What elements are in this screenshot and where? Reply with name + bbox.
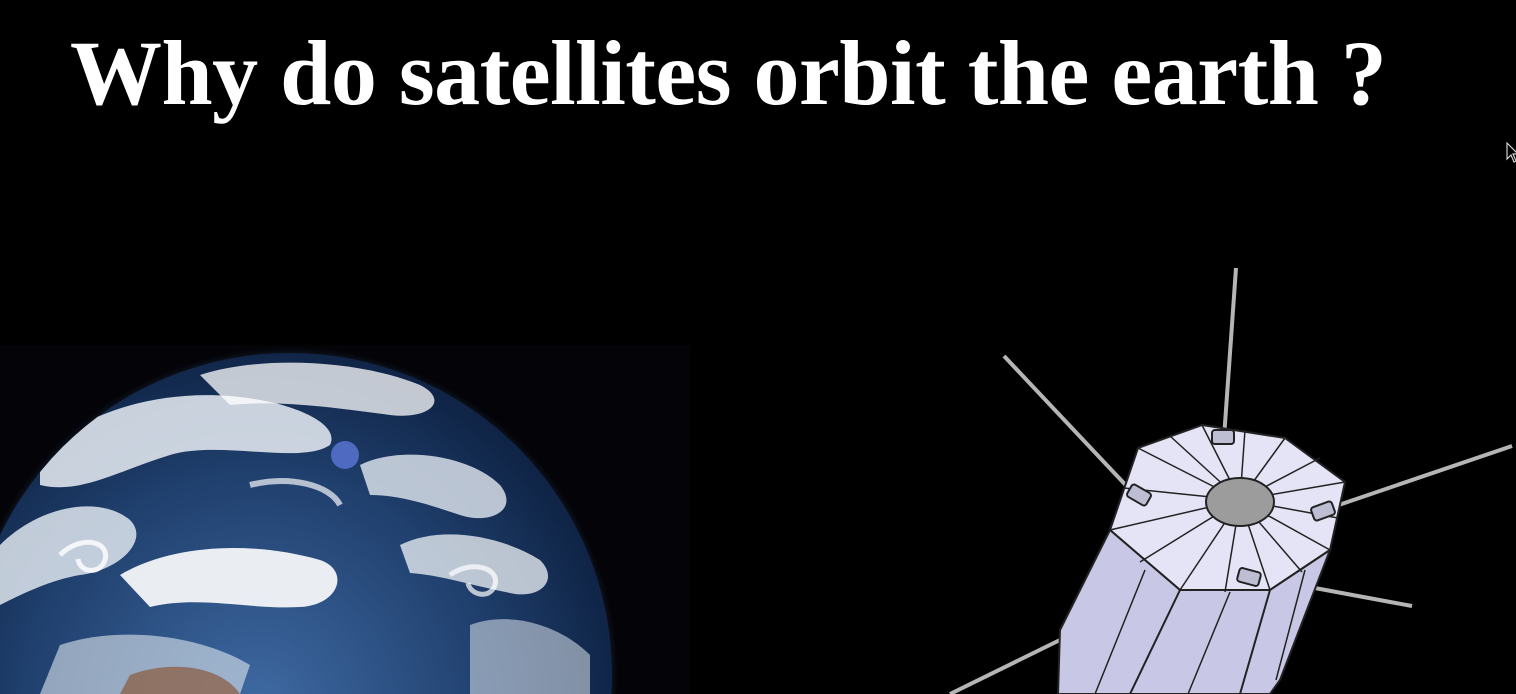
earth-image (0, 345, 690, 694)
slide-title: Why do satellites orbit the earth ? (70, 22, 1387, 124)
satellite-image (949, 267, 1513, 694)
mouse-pointer-icon (1506, 142, 1516, 163)
